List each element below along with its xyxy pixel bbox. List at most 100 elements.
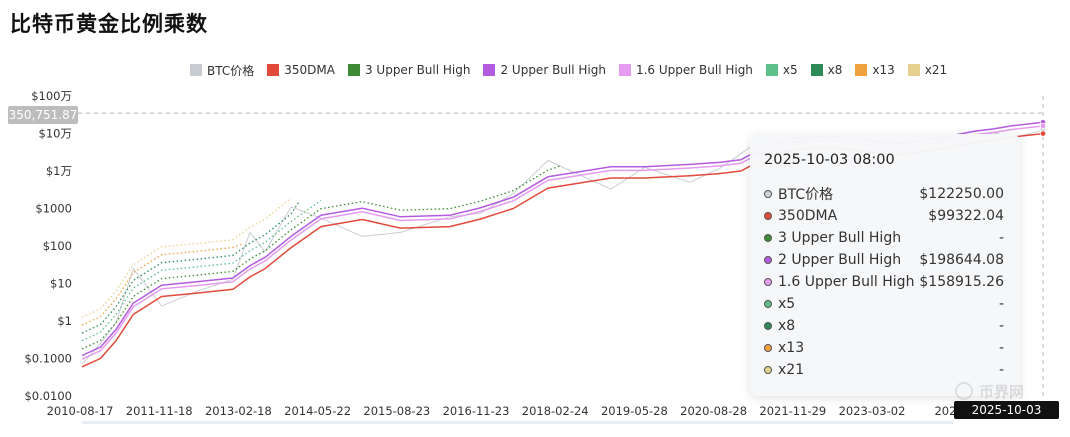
tooltip-series-name: x5 bbox=[778, 296, 796, 312]
y-tick-label: $10 bbox=[50, 277, 72, 291]
tooltip-series-value: $122250.00 bbox=[919, 186, 1004, 202]
x-tick-label: 2014-05-22 bbox=[284, 404, 351, 418]
legend-swatch bbox=[765, 64, 778, 76]
legend-swatch bbox=[618, 64, 631, 76]
legend-swatch bbox=[855, 64, 868, 76]
tooltip-dot bbox=[764, 190, 772, 198]
tooltip-dot bbox=[764, 212, 772, 220]
tooltip-series-name: 350DMA bbox=[778, 208, 838, 224]
legend-item[interactable]: x8 bbox=[810, 63, 843, 77]
x-tick-label: 2019-05-28 bbox=[601, 404, 668, 418]
legend-label: x21 bbox=[924, 63, 948, 77]
tooltip-series-name: x13 bbox=[778, 340, 805, 356]
legend-label: 350DMA bbox=[284, 63, 335, 77]
tooltip-dot bbox=[764, 366, 772, 374]
series-line-8 bbox=[81, 197, 292, 318]
watermark: 币界网 bbox=[955, 380, 1065, 402]
tooltip-panel: 2025-10-03 08:00 BTC价格 $122250.00 350DMA $9… bbox=[750, 134, 1020, 396]
x-tick-label: 2010-08-17 bbox=[47, 404, 114, 418]
legend-swatch bbox=[267, 64, 280, 76]
y-tick-label: $1 bbox=[57, 314, 72, 328]
y-tick-label: $1000 bbox=[35, 202, 72, 216]
series-line-2 bbox=[81, 165, 561, 350]
legend-swatch bbox=[483, 64, 496, 76]
crosshair-x-label: 2025-10-03 08:00 bbox=[954, 401, 1059, 435]
tooltip-dot bbox=[764, 344, 772, 352]
legend-label: x13 bbox=[872, 63, 895, 77]
series-end-marker-1 bbox=[1039, 130, 1047, 137]
tooltip-row: 2 Upper Bull High $198644.08 bbox=[764, 249, 1004, 271]
legend-item[interactable]: 1.6 Upper Bull High bbox=[618, 63, 753, 77]
tooltip-series-value: - bbox=[998, 296, 1004, 312]
x-axis-scroll-track bbox=[82, 421, 953, 424]
series-end-marker-4 bbox=[1039, 122, 1047, 130]
tooltip-series-value: $99322.04 bbox=[928, 208, 1004, 224]
legend-swatch bbox=[347, 64, 360, 76]
legend-item[interactable]: 350DMA bbox=[267, 63, 335, 77]
x-tick-label: 2023-03-02 bbox=[839, 404, 906, 418]
tooltip-series-value: - bbox=[998, 318, 1004, 334]
series-line-7 bbox=[81, 243, 242, 326]
y-tick-label: $0.0100 bbox=[24, 389, 72, 403]
x-tick-label: 2018-02-24 bbox=[522, 404, 589, 418]
legend-label: 1.6 Upper Bull High bbox=[635, 63, 753, 77]
legend-swatch bbox=[810, 64, 823, 76]
tooltip-dot bbox=[764, 234, 772, 242]
legend-label: 3 Upper Bull High bbox=[364, 63, 471, 77]
legend-label: x5 bbox=[782, 63, 798, 77]
legend-label: 2 Upper Bull High bbox=[500, 63, 606, 77]
tooltip-dot bbox=[764, 256, 772, 264]
x-tick-label: 2011-11-18 bbox=[126, 404, 193, 418]
x-tick-label: 2016-11-23 bbox=[443, 404, 510, 418]
legend-label: BTC价格 bbox=[207, 63, 255, 78]
tooltip-series-name: x8 bbox=[778, 318, 796, 334]
y-tick-label: $10万 bbox=[39, 127, 72, 141]
tooltip-row: 350DMA $99322.04 bbox=[764, 205, 1004, 227]
series-line-5 bbox=[81, 199, 322, 342]
legend-item[interactable]: BTC价格 bbox=[190, 62, 254, 79]
tooltip-series-value: - bbox=[998, 230, 1004, 246]
series-line-6 bbox=[81, 201, 300, 334]
tooltip-series-name: BTC价格 bbox=[778, 187, 834, 203]
x-tick-label: 2020-08-28 bbox=[680, 404, 747, 418]
watermark-text: 币界网 bbox=[979, 382, 1025, 401]
tooltip-row: x8 - bbox=[764, 315, 1004, 337]
y-tick-label: $100 bbox=[43, 239, 72, 253]
tooltip-row: x13 - bbox=[764, 337, 1004, 359]
tooltip-series-name: 3 Upper Bull High bbox=[778, 230, 902, 246]
legend-item[interactable]: x5 bbox=[765, 63, 798, 77]
tooltip-series-value: $198644.08 bbox=[919, 252, 1004, 268]
x-tick-label: 2015-08-23 bbox=[363, 404, 430, 418]
y-tick-label: $1万 bbox=[46, 164, 72, 178]
tooltip-dot bbox=[764, 278, 772, 286]
page-title: 比特币黄金比例乘数 bbox=[10, 12, 208, 36]
tooltip-row: 1.6 Upper Bull High $158915.26 bbox=[764, 271, 1004, 293]
chart-legend: BTC价格 350DMA 3 Upper Bull High 2 Upper Bull… bbox=[190, 60, 960, 80]
legend-item[interactable]: 2 Upper Bull High bbox=[483, 63, 606, 77]
tooltip-series-value: - bbox=[998, 340, 1004, 356]
tooltip-time: 2025-10-03 08:00 bbox=[764, 152, 895, 168]
tooltip-dot bbox=[764, 322, 772, 330]
tooltip-row: x5 - bbox=[764, 293, 1004, 315]
tooltip-series-name: x21 bbox=[778, 362, 805, 378]
tooltip-series-value: $158915.26 bbox=[919, 274, 1004, 290]
legend-swatch bbox=[190, 64, 202, 76]
legend-label: x8 bbox=[827, 63, 843, 77]
x-tick-label: 2013-02-18 bbox=[205, 404, 272, 418]
legend-item[interactable]: x21 bbox=[907, 63, 948, 77]
legend-item[interactable]: x13 bbox=[855, 63, 895, 77]
tooltip-series-name: 1.6 Upper Bull High bbox=[778, 274, 915, 290]
legend-item[interactable]: 3 Upper Bull High bbox=[347, 63, 471, 77]
legend-swatch bbox=[907, 64, 920, 76]
y-tick-label: $100万 bbox=[31, 89, 72, 103]
x-tick-label: 2021-11-29 bbox=[759, 404, 826, 418]
crosshair-y-label: 350,751.87 bbox=[8, 106, 78, 124]
watermark-logo-icon bbox=[955, 382, 973, 400]
tooltip-row: BTC价格 $122250.00 bbox=[764, 183, 1004, 205]
y-tick-label: $0.1000 bbox=[24, 352, 72, 366]
tooltip-series-name: 2 Upper Bull High bbox=[778, 252, 902, 268]
tooltip-row: 3 Upper Bull High - bbox=[764, 227, 1004, 249]
tooltip-dot bbox=[764, 300, 772, 308]
tooltip-row: x21 - bbox=[764, 359, 1004, 381]
tooltip-series-value: - bbox=[998, 362, 1004, 378]
